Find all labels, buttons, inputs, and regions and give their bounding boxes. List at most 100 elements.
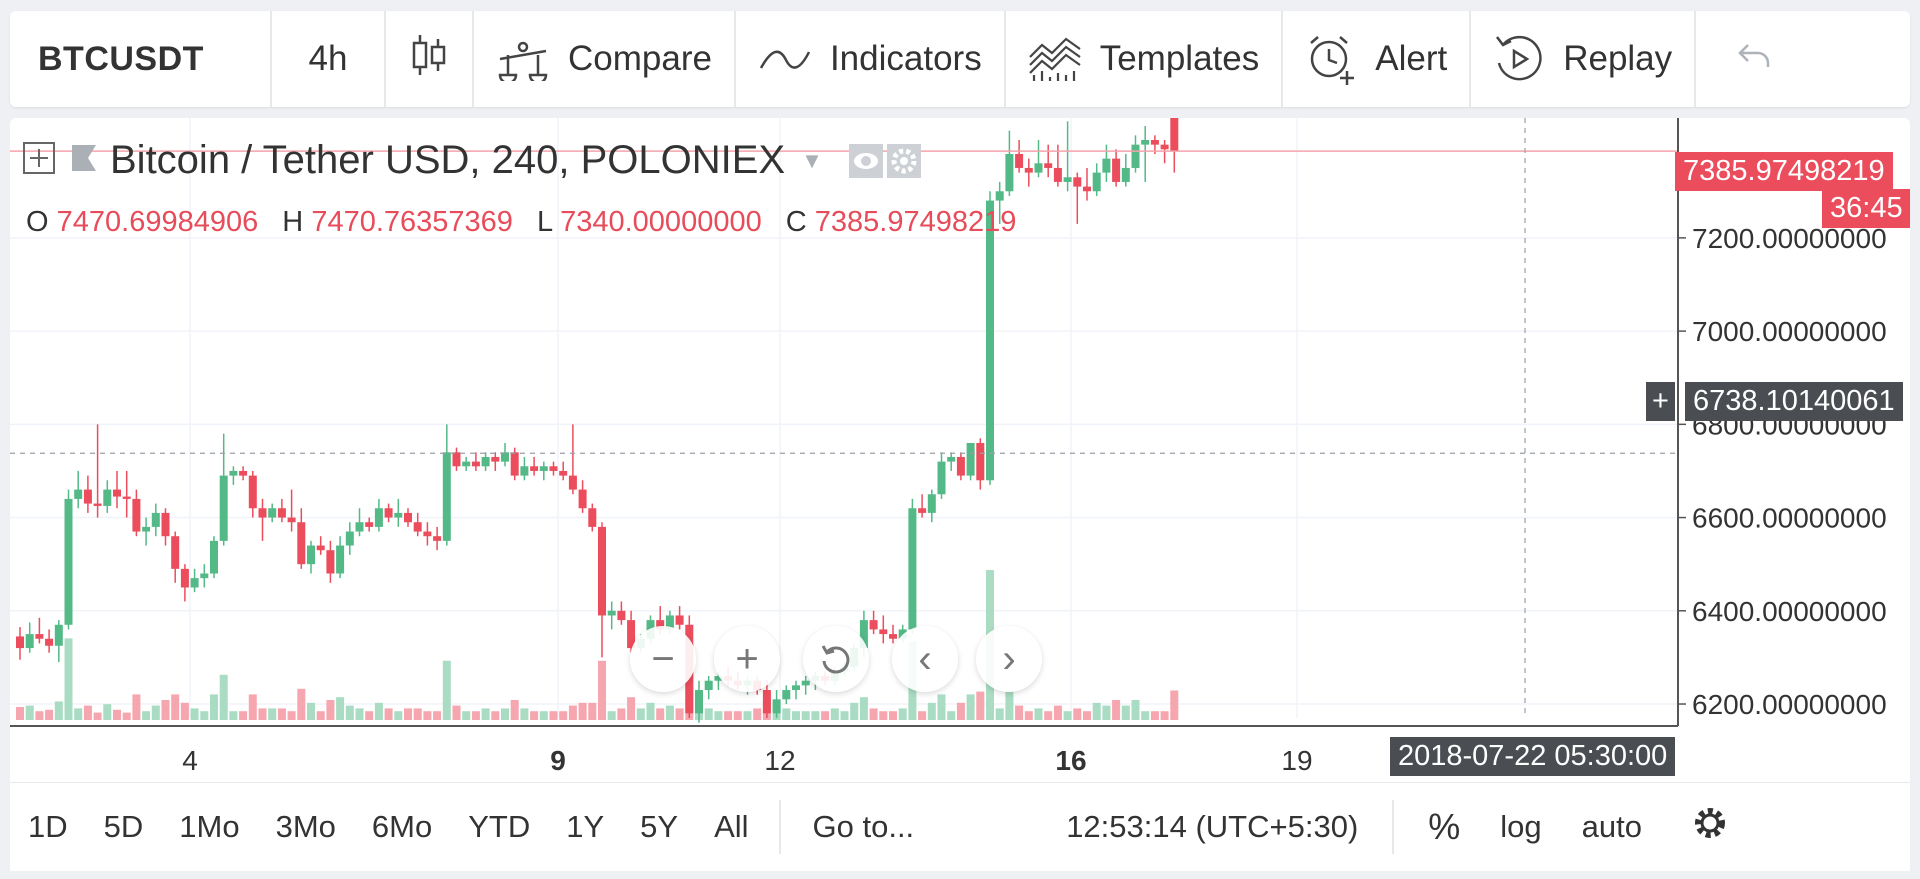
low-label: L <box>536 206 553 238</box>
volume-bar <box>268 708 277 720</box>
price-tick-label: 7000.00000000 <box>1692 316 1887 347</box>
volume-bar <box>442 660 451 720</box>
candle-body <box>1121 167 1130 182</box>
undo-button[interactable] <box>1696 11 1812 107</box>
range-button-1y[interactable]: 1Y <box>566 809 605 844</box>
volume-bar <box>316 711 325 720</box>
candle-body <box>869 620 878 630</box>
zoom-in-icon[interactable]: + <box>714 626 780 692</box>
candle-body <box>530 466 539 471</box>
chart-style-button[interactable] <box>386 11 474 107</box>
crosshair-price-label: 6738.10140061 <box>1685 382 1903 421</box>
candle-body <box>122 496 131 499</box>
log-toggle[interactable]: log <box>1500 809 1542 844</box>
templates-button[interactable]: Templates <box>1006 11 1284 107</box>
volume-bar <box>336 697 345 720</box>
volume-bar <box>355 708 364 720</box>
percent-toggle[interactable]: % <box>1428 806 1461 847</box>
crosshair <box>10 118 1678 718</box>
volume-bar <box>151 705 160 720</box>
chevron-down-icon[interactable]: ▼ <box>801 147 823 173</box>
candle-body <box>976 442 985 481</box>
volume-bar <box>1121 705 1130 720</box>
candle-body <box>248 475 257 509</box>
candle-body <box>578 489 587 509</box>
volume-bar <box>122 712 131 720</box>
scroll-left-icon[interactable]: ‹ <box>892 626 958 692</box>
candle-body <box>908 508 917 630</box>
range-button-ytd[interactable]: YTD <box>468 809 531 844</box>
candle-body <box>239 470 248 476</box>
volume-bar <box>733 711 742 720</box>
scroll-right-icon[interactable]: › <box>976 626 1042 692</box>
candle-body <box>268 508 277 518</box>
volume-bar <box>248 694 257 720</box>
range-button-6mo[interactable]: 6Mo <box>371 809 433 844</box>
candle-body <box>1112 158 1121 182</box>
candle-body <box>404 512 412 523</box>
price-chart[interactable]: 7200.000000007000.000000006800.000000006… <box>10 118 1910 782</box>
candle-body <box>1131 144 1140 168</box>
alert-button[interactable]: Alert <box>1283 11 1472 107</box>
range-button-1d[interactable]: 1D <box>28 809 68 844</box>
bar-countdown-label: 36:45 <box>1822 189 1910 228</box>
candle-body <box>103 489 112 506</box>
eye-icon[interactable] <box>848 143 883 178</box>
volume-bar <box>675 708 684 720</box>
candle-body <box>423 531 432 537</box>
goto-button[interactable]: Go to... <box>812 809 915 844</box>
candle-body <box>1170 118 1179 152</box>
compare-button[interactable]: Compare <box>474 11 736 107</box>
range-button-3mo[interactable]: 3Mo <box>275 809 336 844</box>
close-value: 7385.97498219 <box>814 206 1017 238</box>
crosshair-plus-button[interactable]: + <box>1646 382 1675 421</box>
auto-toggle[interactable]: auto <box>1581 809 1642 844</box>
volume-bar <box>598 660 606 720</box>
volume-bar <box>258 708 267 720</box>
volume-bar <box>1073 708 1082 720</box>
volume-bar <box>481 708 490 720</box>
compare-icon <box>496 37 550 81</box>
range-button-1mo[interactable]: 1Mo <box>179 809 240 844</box>
volume-bar <box>889 711 897 720</box>
add-symbol-icon[interactable] <box>22 141 56 180</box>
volume-bar <box>501 708 509 720</box>
price-tick-label: 7200.00000000 <box>1692 223 1887 254</box>
candle-body <box>25 634 34 649</box>
volume-bar <box>423 711 432 720</box>
volume-bar <box>35 711 44 720</box>
volume-bar <box>462 711 471 720</box>
gear-icon[interactable] <box>886 143 921 178</box>
candle-body <box>947 456 956 462</box>
volume-bar <box>161 700 170 720</box>
range-button-5d[interactable]: 5D <box>103 809 144 844</box>
volume-bar <box>559 711 568 720</box>
candle-body <box>229 470 238 476</box>
candle-body <box>345 531 354 546</box>
volume-bar <box>617 708 626 720</box>
settings-icon[interactable] <box>1672 805 1748 849</box>
flag-icon[interactable] <box>70 143 98 178</box>
ohlc-values: O 7470.69984906 H 7470.76357369 L 7340.0… <box>26 206 1032 239</box>
candle-body <box>879 629 888 635</box>
candle-body <box>792 685 800 691</box>
symbol-search-button[interactable]: BTCUSDT <box>10 11 272 107</box>
candle-body <box>918 508 927 513</box>
indicators-button[interactable]: Indicators <box>736 11 1006 107</box>
replay-button[interactable]: Replay <box>1471 11 1697 107</box>
reset-icon[interactable] <box>803 626 869 692</box>
candle-body <box>491 456 500 462</box>
candle-body <box>801 680 810 686</box>
volume-bar <box>743 711 752 720</box>
volume-bar <box>16 707 24 720</box>
series-title[interactable]: Bitcoin / Tether USD, 240, POLONIEX <box>110 138 786 182</box>
candle-body <box>394 512 403 518</box>
zoom-out-icon[interactable]: − <box>630 626 696 692</box>
interval-button[interactable]: 4h <box>272 11 386 107</box>
range-button-5y[interactable]: 5Y <box>640 809 679 844</box>
clock-display[interactable]: 12:53:14 (UTC+5:30) <box>1066 809 1359 844</box>
chart-pane[interactable]: 7200.00000000 7000.00000000 6800.00000000 6… <box>10 118 1910 870</box>
candle-body <box>326 550 335 574</box>
range-button-all[interactable]: All <box>714 809 749 844</box>
volume-bar <box>404 708 412 720</box>
